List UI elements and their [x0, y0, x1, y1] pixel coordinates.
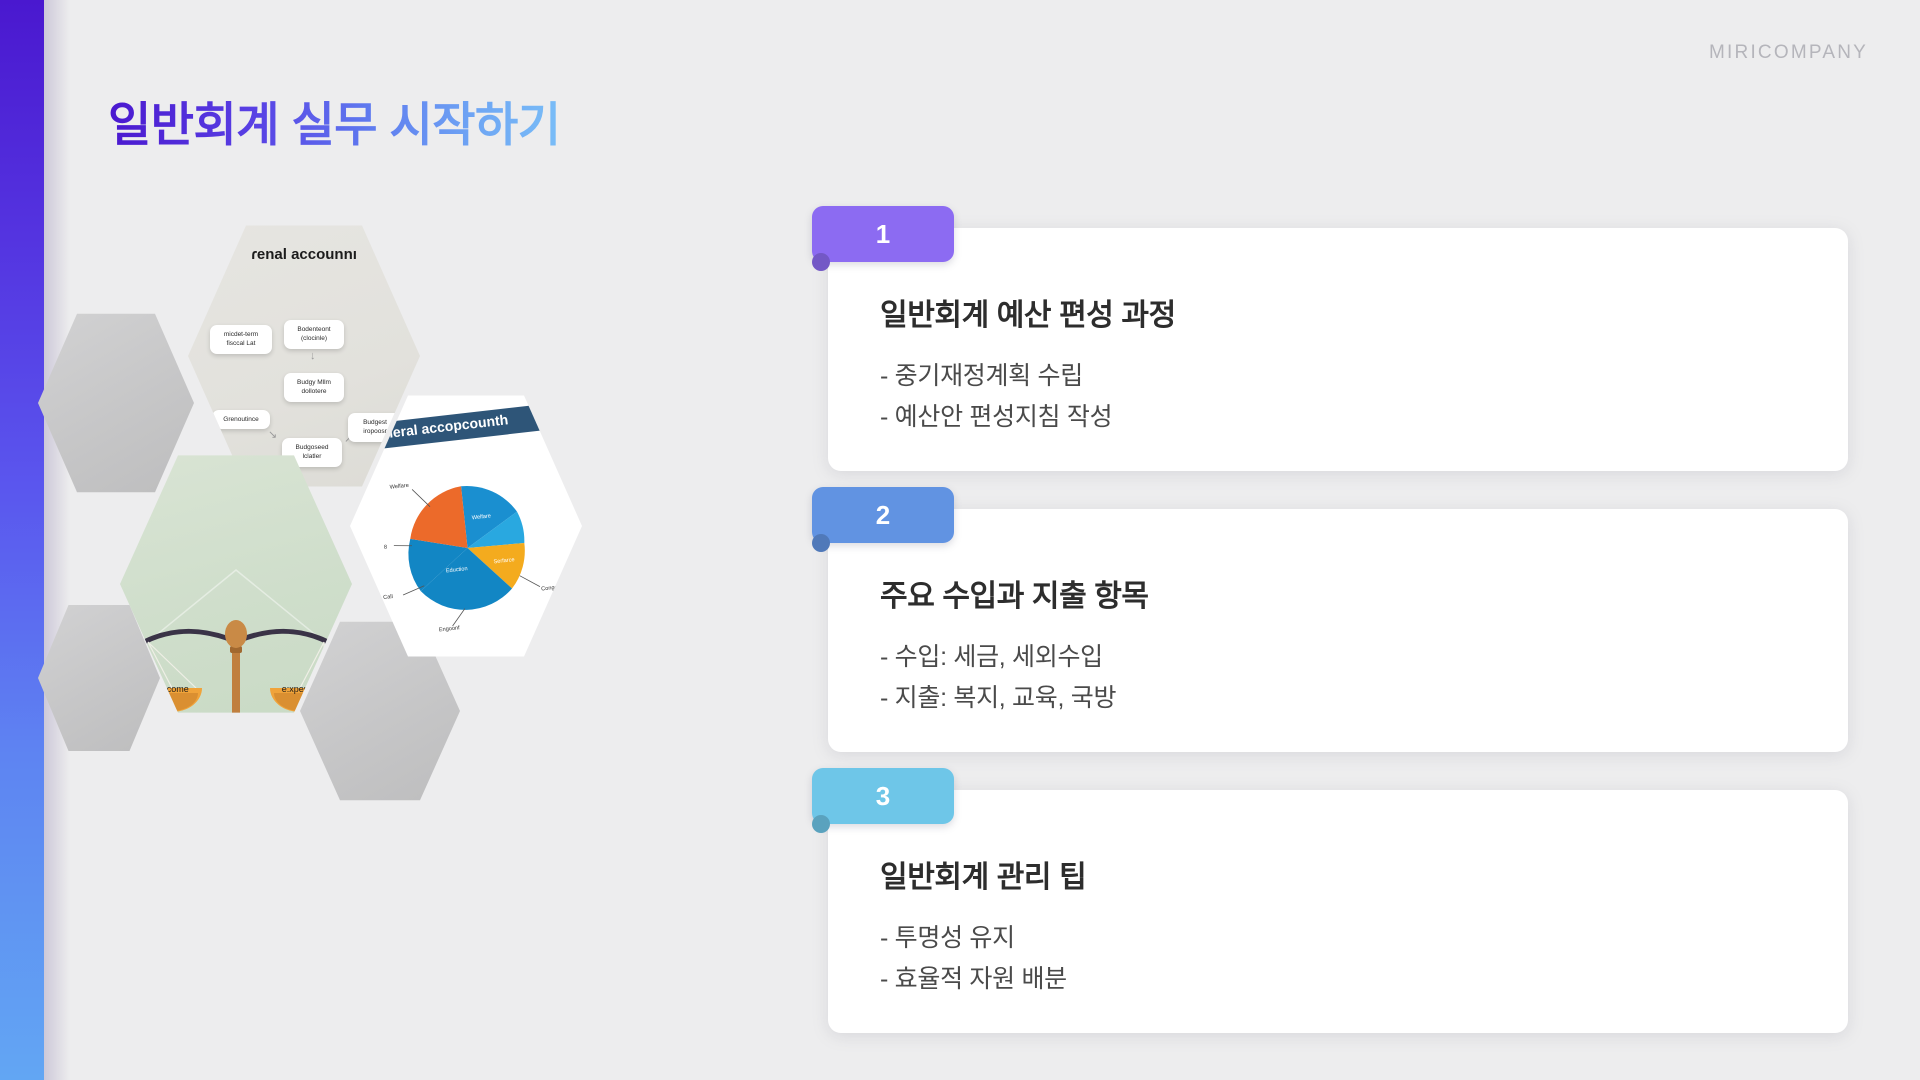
- scale-right-label: e:xpenitu: [282, 684, 319, 694]
- card-bullet: - 지출: 복지, 교육, 국방: [880, 683, 1117, 712]
- flowchart-node: Grenoutince: [212, 410, 270, 430]
- card-title: 일반회계 관리 팁: [880, 861, 1087, 894]
- company-logo-text: MIRICOMPANY: [1709, 42, 1868, 63]
- card-body[interactable]: 일반회계 관리 팁 - 투명성 유지 - 효율적 자원 배분: [828, 790, 1848, 1033]
- content-card: 1 일반회계 예산 편성 과정 - 중기재정계획 수립 - 예산안 편성지침 작…: [812, 206, 1848, 471]
- card-title: 주요 수입과 지출 항목: [880, 580, 1149, 613]
- flowchart-node: micdet-term fisccal Lat: [210, 325, 272, 354]
- card-bullet: - 예산안 편성지침 작성: [880, 402, 1113, 431]
- card-bullet: - 수입: 세금, 세외수입: [880, 643, 1103, 671]
- pie-chart-heading: neral accopcounth: [383, 411, 509, 442]
- card-number-badge: 3: [812, 768, 954, 824]
- card-bullet: - 효율적 자원 배분: [880, 964, 1067, 993]
- flowchart-arrow-down-icon: ↓: [310, 350, 316, 362]
- illustration-cluster: ɾenal accounnı micdet-term fisccal Lat Bo…: [0, 150, 770, 940]
- card-body[interactable]: 일반회계 예산 편성 과정 - 중기재정계획 수립 - 예산안 편성지침 작성: [828, 228, 1848, 471]
- card-body[interactable]: 주요 수입과 지출 항목 - 수입: 세금, 세외수입 - 지출: 복지, 교육…: [828, 509, 1848, 752]
- pie-chart-graphic: Welfare 8 Call Engoonf Congoss Welfare E…: [383, 483, 564, 634]
- card-bullet: - 투명성 유지: [880, 924, 1015, 952]
- card-number: 3: [875, 780, 891, 811]
- pie-callout-label: Engoonf: [439, 625, 461, 633]
- content-card: 2 주요 수입과 지출 항목 - 수입: 세금, 세외수입 - 지출: 복지, …: [812, 487, 1848, 752]
- flowchart-node: Budgy Mllm dollotere: [284, 373, 344, 402]
- pie-callout-label: Welfare: [389, 483, 409, 491]
- flowchart-arrow-right-icon: ↘: [268, 429, 278, 441]
- card-number-badge: 2: [812, 487, 954, 543]
- flowchart-heading: ɾenal accounnı: [251, 246, 357, 263]
- page-title: 일반회계 실무 시작하기: [108, 86, 561, 155]
- pie-slice-label: Welfare: [472, 513, 492, 521]
- pie-callout-label: 8: [384, 544, 388, 550]
- card-number-badge: 1: [812, 206, 954, 262]
- decorative-hexagon: [38, 313, 194, 493]
- pie-callout-label: Call: [383, 594, 393, 601]
- card-number: 2: [875, 499, 891, 530]
- card-title: 일반회계 예산 편성 과정: [880, 299, 1176, 332]
- card-bullet: - 중기재정계획 수립: [880, 362, 1083, 390]
- flowchart-node: Bodenteont (clocinle): [284, 320, 344, 349]
- left-accent-bar: [0, 0, 44, 1080]
- pie-slice-label: Eduction: [446, 566, 468, 574]
- content-card-list: 1 일반회계 예산 편성 과정 - 중기재정계획 수립 - 예산안 편성지침 작…: [812, 206, 1848, 1071]
- content-card: 3 일반회계 관리 팁 - 투명성 유지 - 효율적 자원 배분: [812, 768, 1848, 1033]
- scale-left-label: ɔincome: [155, 684, 189, 694]
- pie-slice-label: Serfarce: [493, 557, 515, 565]
- card-number: 1: [875, 218, 891, 249]
- pie-callout-label: Congoss: [541, 584, 564, 592]
